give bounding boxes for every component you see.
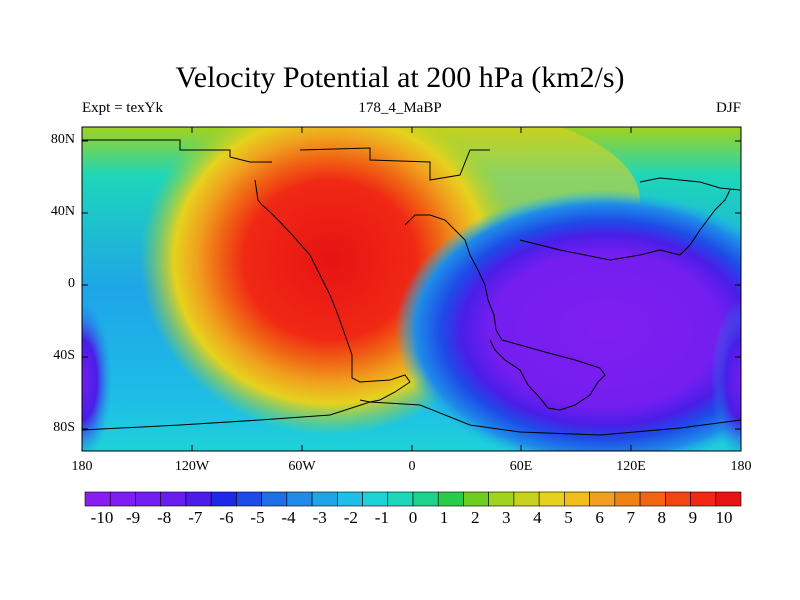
x-tick-label: 60E — [509, 459, 533, 474]
colorbar-tick-label: -8 — [157, 508, 172, 527]
colorbar-tick-label: -6 — [219, 508, 234, 527]
colorbar-swatch — [362, 491, 389, 507]
colorbar-tick-label: -1 — [374, 508, 389, 527]
colorbar-swatch — [135, 491, 161, 507]
colorbar-swatch — [589, 491, 616, 507]
colorbar-swatch — [84, 491, 111, 507]
colorbar-swatch — [412, 491, 439, 507]
colorbar-swatch — [261, 491, 288, 507]
colorbar-tick-label: 4 — [533, 508, 542, 527]
x-tick-label: 120E — [616, 459, 646, 474]
colorbar-swatch — [437, 491, 464, 507]
colorbar-swatch — [185, 491, 212, 507]
y-tick-label: 40N — [50, 204, 75, 219]
colorbar-swatch — [639, 491, 666, 507]
colorbar-tick-label: 3 — [502, 508, 511, 527]
colorbar-tick-label: 6 — [595, 508, 604, 527]
colorbar-swatch — [109, 491, 136, 507]
colorbar-swatch — [614, 491, 641, 507]
colorbar-tick-label: -4 — [281, 508, 296, 527]
colorbar-tick-label: -10 — [90, 508, 114, 527]
colorbar-swatch — [564, 491, 590, 507]
colorbar-swatch — [160, 491, 187, 507]
colorbar-swatch — [538, 491, 565, 507]
x-tick-label: 60W — [288, 459, 316, 474]
y-tick-label: 80N — [50, 132, 75, 147]
y-tick-label: 80S — [53, 420, 75, 435]
colorbar-swatch — [715, 491, 742, 507]
x-tick-label: 120W — [174, 459, 210, 474]
colorbar-tick-label: 2 — [470, 508, 480, 527]
colorbar-tick-label: 5 — [564, 508, 573, 527]
colorbar-tick-label: 10 — [715, 508, 733, 527]
colorbar-tick-label: 0 — [408, 508, 418, 527]
y-tick-label: 0 — [68, 276, 75, 291]
chart-title: Velocity Potential at 200 hPa (km2/s) — [175, 61, 625, 94]
colorbar-tick-label: -9 — [126, 508, 141, 527]
case-label: 178_4_MaBP — [358, 100, 442, 116]
x-tick-label: 0 — [408, 459, 416, 474]
x-tick-label: 180 — [71, 459, 93, 474]
colorbar-tick-label: 1 — [439, 508, 449, 527]
colorbar-swatch — [286, 491, 313, 507]
colorbar-swatch — [513, 491, 540, 507]
season-label: DJF — [715, 100, 741, 116]
colorbar-swatch — [236, 491, 262, 507]
colorbar-swatch — [387, 491, 414, 507]
colorbar-swatch — [488, 491, 515, 507]
colorbar-swatch — [337, 491, 363, 507]
colorbar-tick-label: -2 — [343, 508, 358, 527]
colorbar-swatch — [463, 491, 489, 507]
colorbar-tick-label: 8 — [657, 508, 667, 527]
ticks — [81, 127, 742, 451]
colorbar-swatch — [311, 491, 338, 507]
experiment-label: Expt = texYk — [82, 100, 163, 116]
colorbar-swatch — [665, 491, 691, 507]
contour-field — [82, 127, 741, 451]
colorbar-tick-label: -7 — [188, 508, 203, 527]
colorbar-tick-label: -3 — [312, 508, 327, 527]
colorbar-tick-label: 7 — [626, 508, 635, 527]
coastlines — [82, 139, 741, 436]
x-tick-label: 180 — [730, 459, 752, 474]
colorbar-tick-label: -5 — [250, 508, 265, 527]
colorbar-tick-label: 9 — [688, 508, 698, 527]
colorbar-swatch — [210, 491, 237, 507]
colorbar-swatch — [690, 491, 717, 507]
y-tick-label: 40S — [53, 348, 75, 363]
